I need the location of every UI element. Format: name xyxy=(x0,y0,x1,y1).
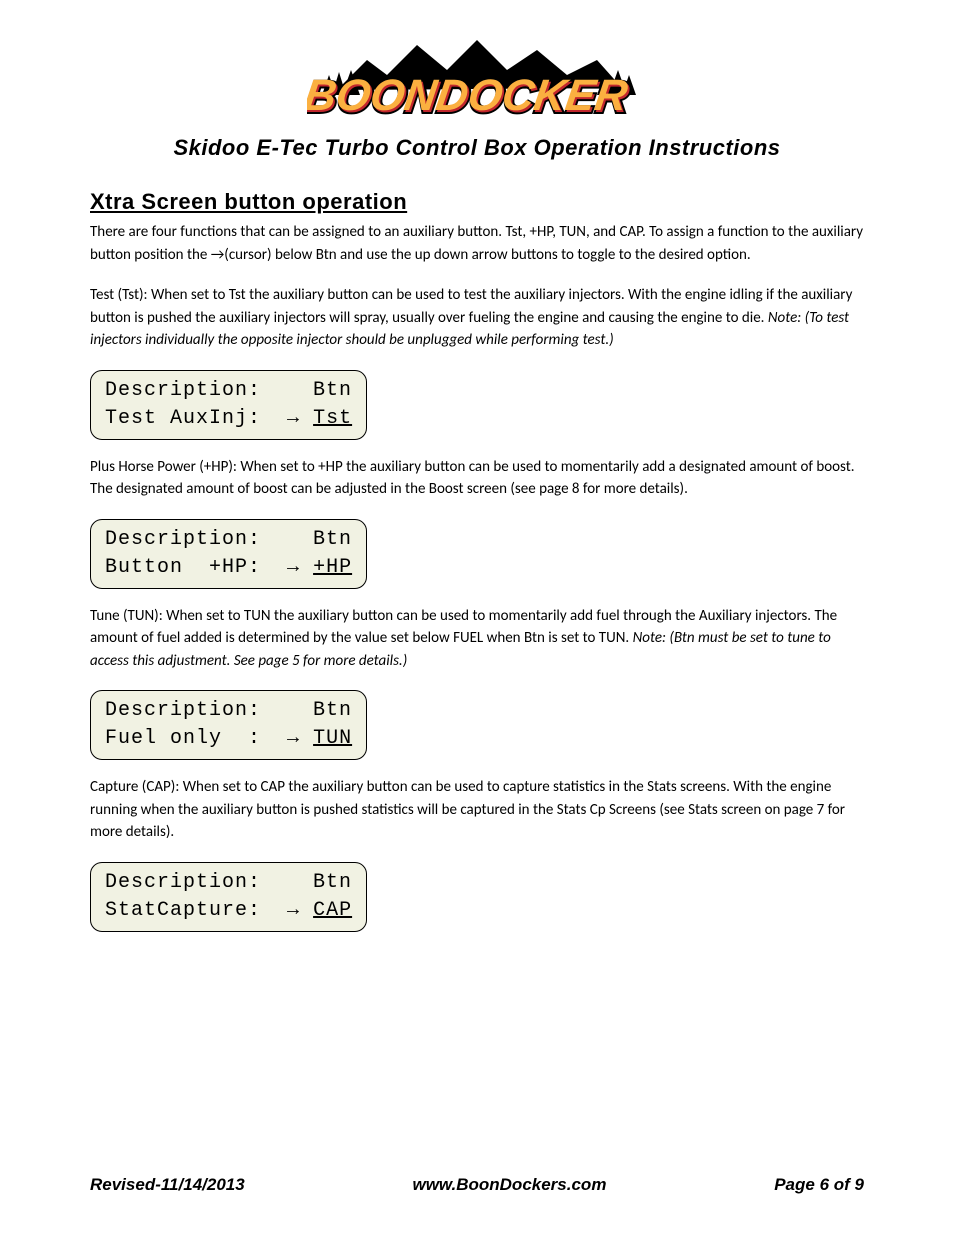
lcd-tun-arrow: → xyxy=(287,727,300,750)
boondocker-logo: BOONDOCKER BOONDOCKER xyxy=(307,30,647,130)
lcd-hp-r1-left: Description: xyxy=(105,528,261,551)
cap-paragraph: Capture (CAP): When set to CAP the auxil… xyxy=(90,776,864,844)
lcd-cap-value: CAP xyxy=(313,899,352,922)
lcd-tun-r2-left: Fuel only : xyxy=(105,727,261,750)
lcd-tst-arrow: → xyxy=(287,407,300,430)
lcd-hp-r1-right: Btn xyxy=(313,528,352,551)
lcd-display-tun: Description: Btn Fuel only : → TUN xyxy=(90,690,367,760)
lcd-cap-r1-right: Btn xyxy=(313,871,352,894)
logo-container: BOONDOCKER BOONDOCKER xyxy=(90,30,864,135)
lcd-display-cap: Description: Btn StatCapture: → CAP xyxy=(90,862,367,932)
lcd-tst-r2-left: Test AuxInj: xyxy=(105,407,261,430)
lcd-display-hp: Description: Btn Button +HP: → +HP xyxy=(90,519,367,589)
footer-revised: Revised-11/14/2013 xyxy=(90,1175,245,1195)
footer-url: www.BoonDockers.com xyxy=(412,1175,606,1195)
document-page: BOONDOCKER BOONDOCKER Skidoo E-Tec Turbo… xyxy=(0,0,954,1235)
lcd-cap-arrow: → xyxy=(287,899,300,922)
lcd-display-tst: Description: Btn Test AuxInj: → Tst xyxy=(90,370,367,440)
lcd-cap-r1-left: Description: xyxy=(105,871,261,894)
page-footer: Revised-11/14/2013 www.BoonDockers.com P… xyxy=(90,1175,864,1195)
document-title: Skidoo E-Tec Turbo Control Box Operation… xyxy=(90,135,864,161)
lcd-tst-r1-left: Description: xyxy=(105,379,261,402)
tst-paragraph: Test (Tst): When set to Tst the auxiliar… xyxy=(90,284,864,352)
lcd-tst-value: Tst xyxy=(313,407,352,430)
lcd-tst-r1-right: Btn xyxy=(313,379,352,402)
footer-page: Page 6 of 9 xyxy=(774,1175,864,1195)
tun-paragraph: Tune (TUN): When set to TUN the auxiliar… xyxy=(90,605,864,673)
lcd-hp-r2-left: Button +HP: xyxy=(105,556,261,579)
intro-paragraph: There are four functions that can be ass… xyxy=(90,221,864,266)
lcd-hp-value: +HP xyxy=(313,556,352,579)
lcd-cap-r2-left: StatCapture: xyxy=(105,899,261,922)
lcd-hp-arrow: → xyxy=(287,556,300,579)
tst-lead-text: Test (Tst): When set to Tst the auxiliar… xyxy=(90,286,852,327)
svg-text:BOONDOCKER: BOONDOCKER xyxy=(307,71,631,120)
lcd-tun-r1-right: Btn xyxy=(313,699,352,722)
section-heading: Xtra Screen button operation xyxy=(90,189,864,215)
lcd-tun-value: TUN xyxy=(313,727,352,750)
hp-paragraph: Plus Horse Power (+HP): When set to +HP … xyxy=(90,456,864,501)
lcd-tun-r1-left: Description: xyxy=(105,699,261,722)
